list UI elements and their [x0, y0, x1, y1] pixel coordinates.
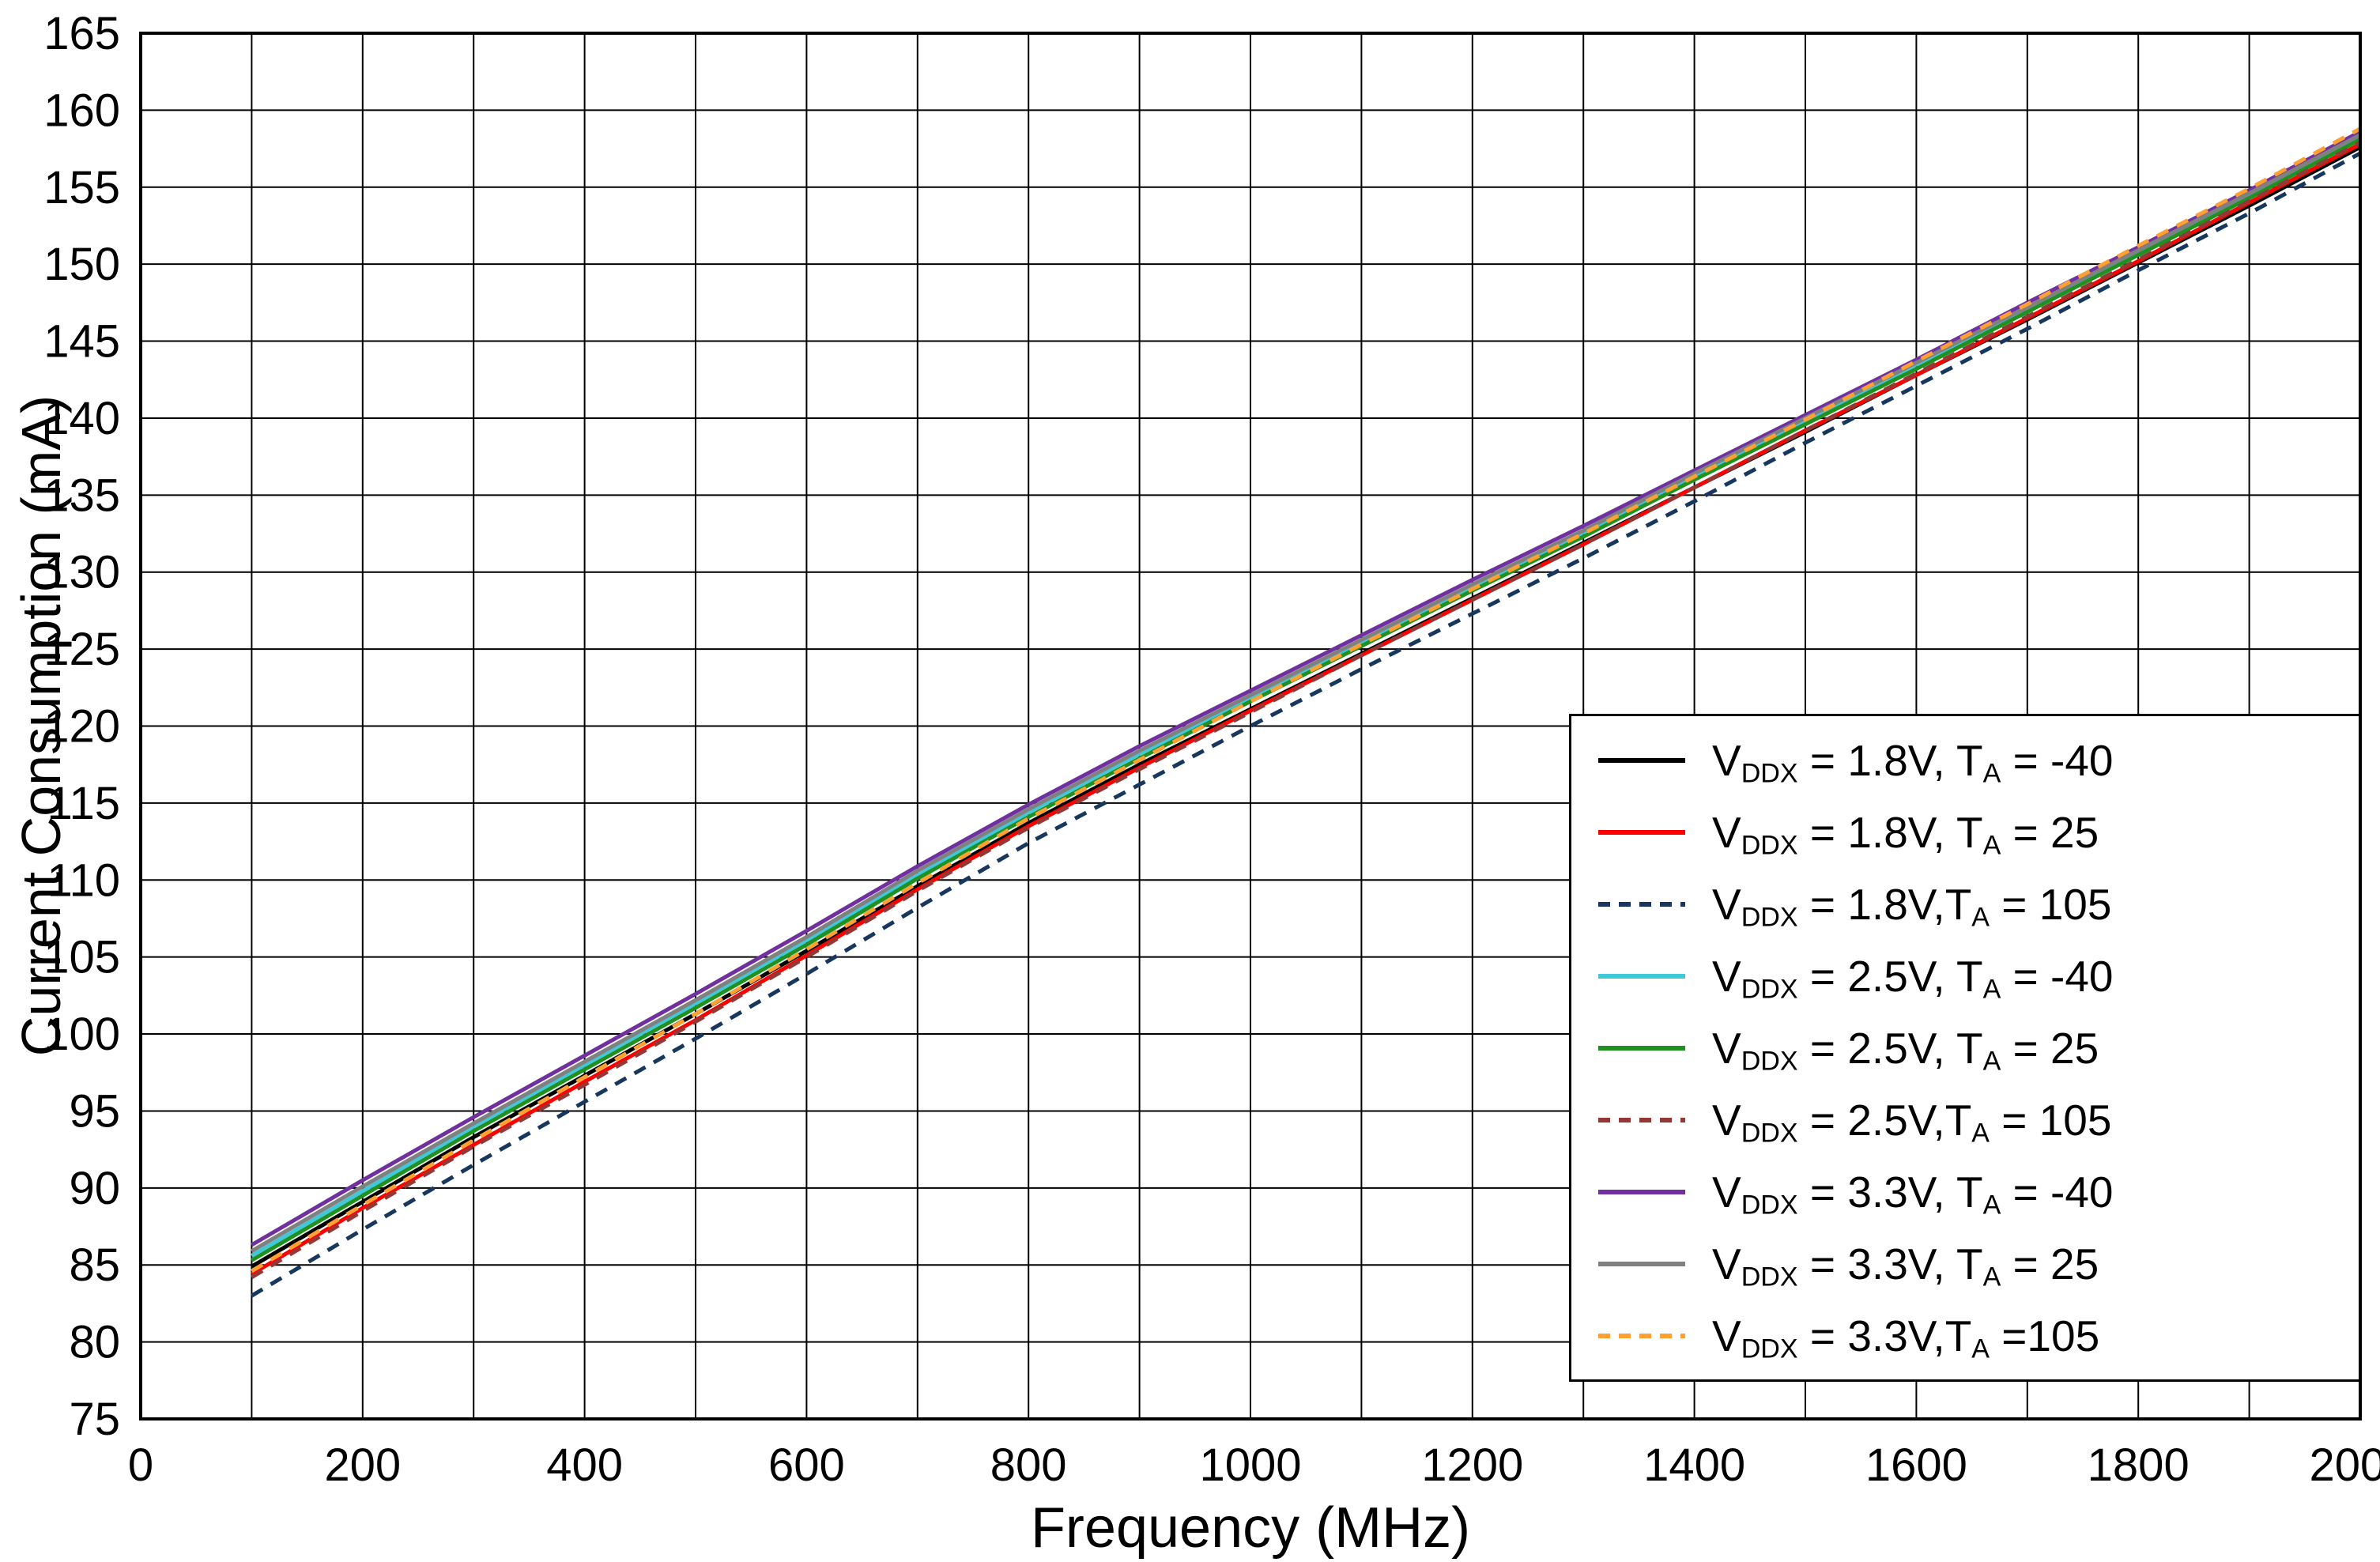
y-tick-label: 155	[43, 162, 120, 213]
y-tick-label: 125	[43, 624, 120, 675]
y-tick-label: 165	[43, 8, 120, 59]
legend-line-sample	[1598, 1189, 1685, 1194]
x-tick-label: 1000	[1199, 1439, 1301, 1491]
x-tick-label: 1400	[1643, 1439, 1745, 1491]
legend-item-label: VDDX = 3.3V, TA = 25	[1712, 1239, 2099, 1292]
legend-item: VDDX = 2.5V, TA = 25	[1571, 1013, 2359, 1083]
legend-item: VDDX = 1.8V,TA = 105	[1571, 870, 2359, 939]
x-tick-label: 0	[128, 1439, 153, 1491]
x-tick-label: 1200	[1421, 1439, 1523, 1491]
y-tick-label: 135	[43, 470, 120, 521]
legend-item: VDDX = 2.5V,TA = 105	[1571, 1085, 2359, 1155]
legend-item-label: VDDX = 3.3V,TA =105	[1712, 1311, 2100, 1364]
legend-item-label: VDDX = 1.8V, TA = 25	[1712, 807, 2099, 861]
legend-line-sample	[1598, 1333, 1685, 1338]
legend-item-label: VDDX = 2.5V,TA = 105	[1712, 1095, 2112, 1149]
y-tick-label: 110	[47, 855, 120, 906]
y-tick-label: 115	[47, 778, 120, 829]
legend-item-label: VDDX = 2.5V, TA = 25	[1712, 1023, 2099, 1077]
y-tick-label: 150	[43, 239, 120, 290]
series-line-5	[251, 141, 2362, 1279]
y-tick-label: 90	[69, 1163, 120, 1214]
legend-item: VDDX = 1.8V, TA = -40	[1571, 726, 2359, 795]
y-tick-label: 130	[43, 547, 120, 598]
y-axis-title: Current Consumption (mA)	[10, 394, 72, 1057]
x-tick-label: 1800	[2088, 1439, 2190, 1491]
legend-line-sample	[1598, 829, 1685, 835]
y-tick-label: 75	[69, 1394, 120, 1445]
legend-item: VDDX = 3.3V, TA = -40	[1571, 1157, 2359, 1227]
x-tick-label: 800	[990, 1439, 1067, 1491]
x-tick-label: 2000	[2309, 1439, 2380, 1491]
legend-line-sample	[1598, 973, 1685, 979]
x-tick-label: 600	[768, 1439, 845, 1491]
y-tick-label: 105	[43, 932, 120, 983]
legend-item: VDDX = 2.5V, TA = -40	[1571, 941, 2359, 1011]
y-tick-label: 120	[43, 701, 120, 753]
legend-item: VDDX = 1.8V, TA = 25	[1571, 798, 2359, 867]
legend-item: VDDX = 3.3V,TA =105	[1571, 1301, 2359, 1371]
legend-line-sample	[1598, 757, 1685, 763]
series-line-7	[251, 133, 2362, 1253]
legend-line-sample	[1598, 1045, 1685, 1051]
legend-item-label: VDDX = 2.5V, TA = -40	[1712, 951, 2114, 1005]
x-tick-label: 200	[324, 1439, 401, 1491]
y-tick-label: 100	[43, 1009, 120, 1060]
y-tick-label: 85	[69, 1239, 120, 1291]
legend-line-sample	[1598, 901, 1685, 907]
series-line-2	[251, 151, 2362, 1298]
series-line-8	[251, 126, 2362, 1273]
legend-item: VDDX = 3.3V, TA = 25	[1571, 1229, 2359, 1299]
y-tick-label: 95	[69, 1085, 120, 1137]
y-tick-label: 145	[43, 316, 120, 368]
legend-item-label: VDDX = 3.3V, TA = -40	[1712, 1167, 2114, 1221]
legend-line-sample	[1598, 1261, 1685, 1266]
legend-item-label: VDDX = 1.8V, TA = -40	[1712, 735, 2114, 789]
y-tick-label: 80	[69, 1317, 120, 1368]
x-tick-label: 400	[546, 1439, 623, 1491]
y-tick-label: 140	[43, 393, 120, 444]
x-tick-label: 1600	[1865, 1439, 1967, 1491]
legend: VDDX = 1.8V, TA = -40 VDDX = 1.8V, TA = 2…	[1569, 714, 2361, 1382]
y-tick-label: 160	[43, 85, 120, 136]
x-axis-title: Frequency (MHz)	[1030, 1496, 1471, 1560]
legend-line-sample	[1598, 1117, 1685, 1122]
legend-item-label: VDDX = 1.8V,TA = 105	[1712, 879, 2112, 933]
series-line-4	[251, 138, 2362, 1262]
